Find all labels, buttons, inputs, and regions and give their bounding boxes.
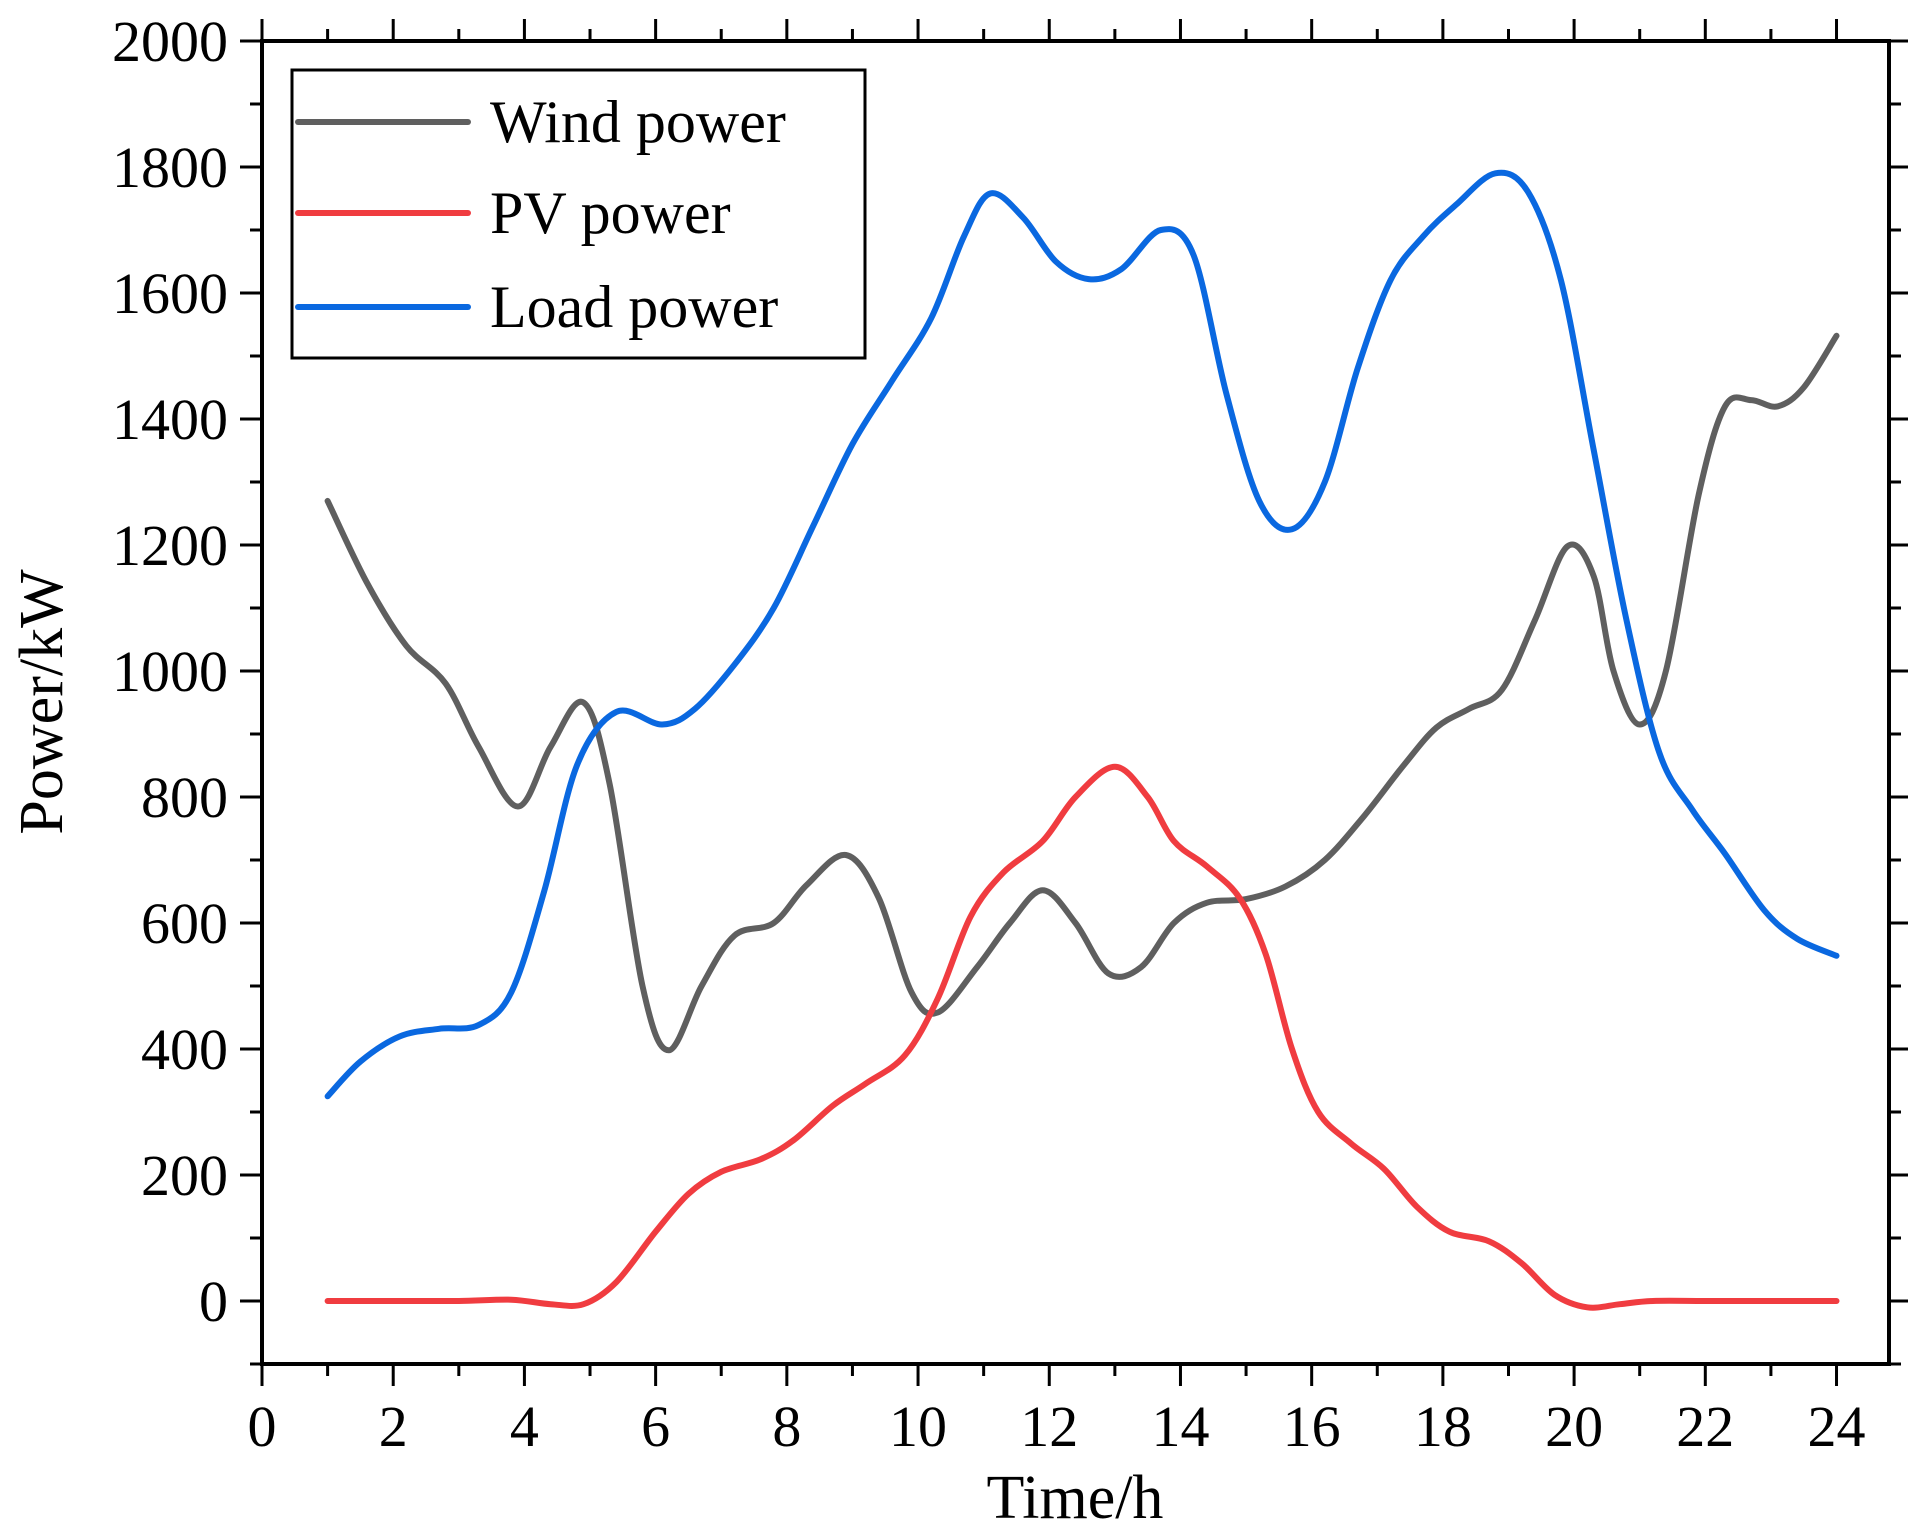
y-tick-label: 0 — [199, 1269, 228, 1334]
legend: Wind power PV power Load power — [290, 68, 867, 360]
y-tick-label: 1800 — [112, 135, 228, 200]
x-tick-label: 8 — [772, 1394, 801, 1459]
plot-frame — [260, 39, 1891, 1366]
x-tick-label: 6 — [641, 1394, 670, 1459]
y-axis-title: Power/kW — [8, 569, 76, 835]
x-tick-label: 4 — [510, 1394, 539, 1459]
x-tick-label: 20 — [1545, 1394, 1603, 1459]
series-layer — [324, 169, 1840, 1311]
series-line-load-power — [324, 169, 1840, 1100]
y-tick-label: 800 — [141, 765, 228, 830]
y-tick-label: 1600 — [112, 261, 228, 326]
x-axis-title: Time/h — [987, 1464, 1164, 1526]
y-tick-label: 400 — [141, 1017, 228, 1082]
x-tick-label: 2 — [379, 1394, 408, 1459]
y-tick-label: 1000 — [112, 639, 228, 704]
x-tick-label: 0 — [248, 1394, 277, 1459]
x-tick-label: 10 — [889, 1394, 947, 1459]
series-line-pv-power — [324, 763, 1840, 1311]
tick-layer: 0 2 4 6 8 10 12 14 16 18 20 22 240200400600800100012… — [112, 9, 1908, 1459]
x-tick-label: 16 — [1283, 1394, 1341, 1459]
y-tick-label: 200 — [141, 1143, 228, 1208]
series-line-wind-power — [324, 332, 1840, 1054]
y-tick-label: 2000 — [112, 9, 228, 74]
y-tick-label: 1200 — [112, 513, 228, 578]
x-tick-label: 12 — [1020, 1394, 1078, 1459]
y-tick-label: 600 — [141, 891, 228, 956]
x-tick-label: 14 — [1151, 1394, 1209, 1459]
y-tick-label: 1400 — [112, 387, 228, 452]
legend-label-load-power: Load power — [490, 274, 778, 340]
legend-label-pv-power: PV power — [490, 180, 731, 246]
x-tick-label: 18 — [1414, 1394, 1472, 1459]
legend-label-wind-power: Wind power — [490, 89, 786, 155]
x-tick-label: 22 — [1676, 1394, 1734, 1459]
x-tick-label: 24 — [1808, 1394, 1866, 1459]
